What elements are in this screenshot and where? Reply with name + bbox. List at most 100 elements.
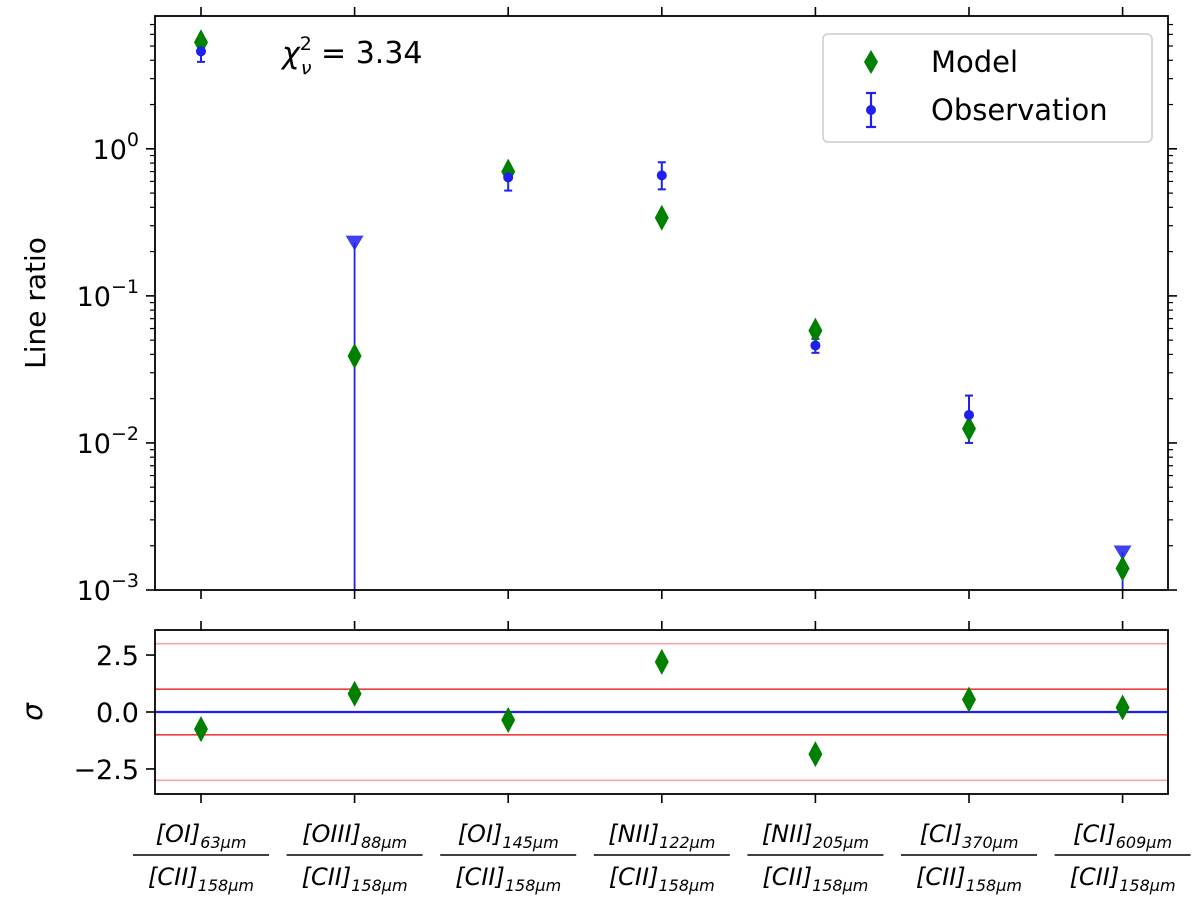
numerator-wavelength: 122μm (659, 833, 715, 852)
bottom-y-tick-label: 2.5 (96, 641, 139, 672)
denominator-wavelength: 158μm (1119, 876, 1175, 895)
legend-observation-marker (866, 105, 876, 115)
category-label: [OI]145μm [CII]158μm (440, 820, 577, 895)
category-label: [NII]205μm[CII]158μm (747, 820, 884, 895)
x-category-labels: [OI]63μm[CII]158μm[OIII]88μm[CII]158μm[O… (133, 820, 1191, 895)
denominator-wavelength: 158μm (351, 876, 407, 895)
numerator-species: [OIII] (302, 820, 361, 848)
model-point (347, 343, 362, 370)
category-label: [CI]370μm [CII]158μm (901, 820, 1037, 895)
chi-superscript: 2 (300, 33, 312, 55)
top-y-axis-title: Line ratio (19, 237, 52, 369)
observation-point (503, 172, 514, 183)
category-numerator: [CI]370μm (920, 820, 1019, 852)
bottom-y-tick-label: −2.5 (73, 755, 139, 786)
denominator-species: [CII] (609, 863, 659, 891)
denominator-wavelength: 158μm (812, 876, 868, 895)
denominator-wavelength: 158μm (198, 876, 254, 895)
legend-model-label: Model (931, 45, 1018, 79)
numerator-wavelength: 609μm (1116, 833, 1172, 852)
sigma-point (501, 706, 516, 733)
bottom-x-ticks (200, 621, 1124, 803)
denominator-species: [CII] (455, 863, 505, 891)
model-point (654, 204, 669, 231)
category-denominator: [CII]158μm (916, 863, 1022, 895)
sigma-point (962, 686, 976, 713)
numerator-species: [NII] (762, 820, 813, 848)
category-denominator: [CII]158μm (302, 863, 408, 895)
chi-square-annotation: χ2 ν = 3.34 (280, 33, 423, 79)
bottom-reference-lines (155, 642, 1168, 782)
top-y-tick-label: 10−1 (77, 276, 139, 313)
top-x-ticks (200, 7, 1124, 599)
numerator-wavelength: 370μm (962, 833, 1018, 852)
tick-exponent: −2 (111, 423, 139, 445)
category-numerator: [CI]609μm (1073, 820, 1172, 852)
tick-base: 10 (77, 282, 111, 313)
top-y-tick-label: 10−2 (77, 423, 139, 460)
observation-upper-limit-marker (345, 235, 364, 251)
top-y-tick-label: 100 (93, 129, 139, 166)
legend-model-marker (864, 50, 878, 74)
bottom-y-axis: 2.5 0.0 −2.5 (73, 641, 155, 786)
tick-base: 10 (93, 135, 127, 166)
category-label: [OIII]88μm [CII]158μm (286, 820, 423, 895)
legend-box (822, 33, 1153, 143)
legend: Model Observation (822, 33, 1153, 143)
denominator-species: [CII] (916, 863, 966, 891)
category-numerator: [NII]122μm (608, 820, 715, 852)
category-numerator: [OI]145μm (458, 820, 559, 852)
denominator-species: [CII] (302, 863, 352, 891)
observation-upper-limit-marker (1113, 545, 1132, 561)
legend-observation-label: Observation (931, 93, 1108, 127)
numerator-species: [CI] (1073, 820, 1116, 848)
model-point (962, 415, 976, 442)
chi-value: = 3.34 (311, 36, 422, 71)
chi-symbol: χ (280, 36, 301, 71)
category-denominator: [CII]158μm (762, 863, 868, 895)
top-y-tick-label: 10−3 (77, 570, 139, 607)
observation-point (196, 46, 206, 57)
tick-base: 10 (77, 576, 111, 607)
numerator-wavelength: 63μm (200, 833, 246, 852)
bottom-y-tick-label: 0.0 (96, 698, 139, 729)
category-denominator: [CII]158μm (609, 863, 715, 895)
category-label: [NII]122μm [CII]158μm (593, 820, 730, 895)
bottom-y-axis-title: σ (16, 702, 49, 721)
denominator-species: [CII] (148, 863, 198, 891)
denominator-wavelength: 158μm (505, 876, 561, 895)
sigma-point (808, 741, 823, 768)
sigma-point (347, 680, 362, 707)
numerator-species: [OI] (458, 820, 503, 848)
observation-point (810, 340, 821, 351)
observation-point (964, 409, 974, 420)
category-numerator: [NII]205μm (762, 820, 869, 852)
numerator-species: [OI] (156, 820, 201, 848)
category-label: [OI]63μm[CII]158μm (133, 820, 269, 895)
model-point (1115, 555, 1130, 582)
sigma-point (654, 648, 669, 675)
observation-point (656, 170, 667, 181)
category-denominator: [CII]158μm (1070, 863, 1176, 895)
chi-subscript: ν (301, 57, 312, 79)
category-numerator: [OI]63μm (156, 820, 247, 852)
denominator-wavelength: 158μm (966, 876, 1022, 895)
bottom-series (194, 648, 1130, 768)
numerator-wavelength: 145μm (502, 833, 558, 852)
denominator-wavelength: 158μm (658, 876, 714, 895)
tick-exponent: −3 (111, 570, 139, 592)
category-denominator: [CII]158μm (148, 863, 254, 895)
numerator-wavelength: 88μm (361, 833, 407, 852)
category-denominator: [CII]158μm (455, 863, 561, 895)
tick-exponent: 0 (127, 129, 139, 151)
numerator-wavelength: 205μm (813, 833, 869, 852)
bottom-panel: 2.5 0.0 −2.5 σ (16, 621, 1169, 803)
tick-base: 10 (77, 429, 111, 460)
tick-exponent: −1 (111, 276, 139, 298)
denominator-species: [CII] (762, 863, 812, 891)
model-point (808, 317, 823, 344)
denominator-species: [CII] (1070, 863, 1120, 891)
